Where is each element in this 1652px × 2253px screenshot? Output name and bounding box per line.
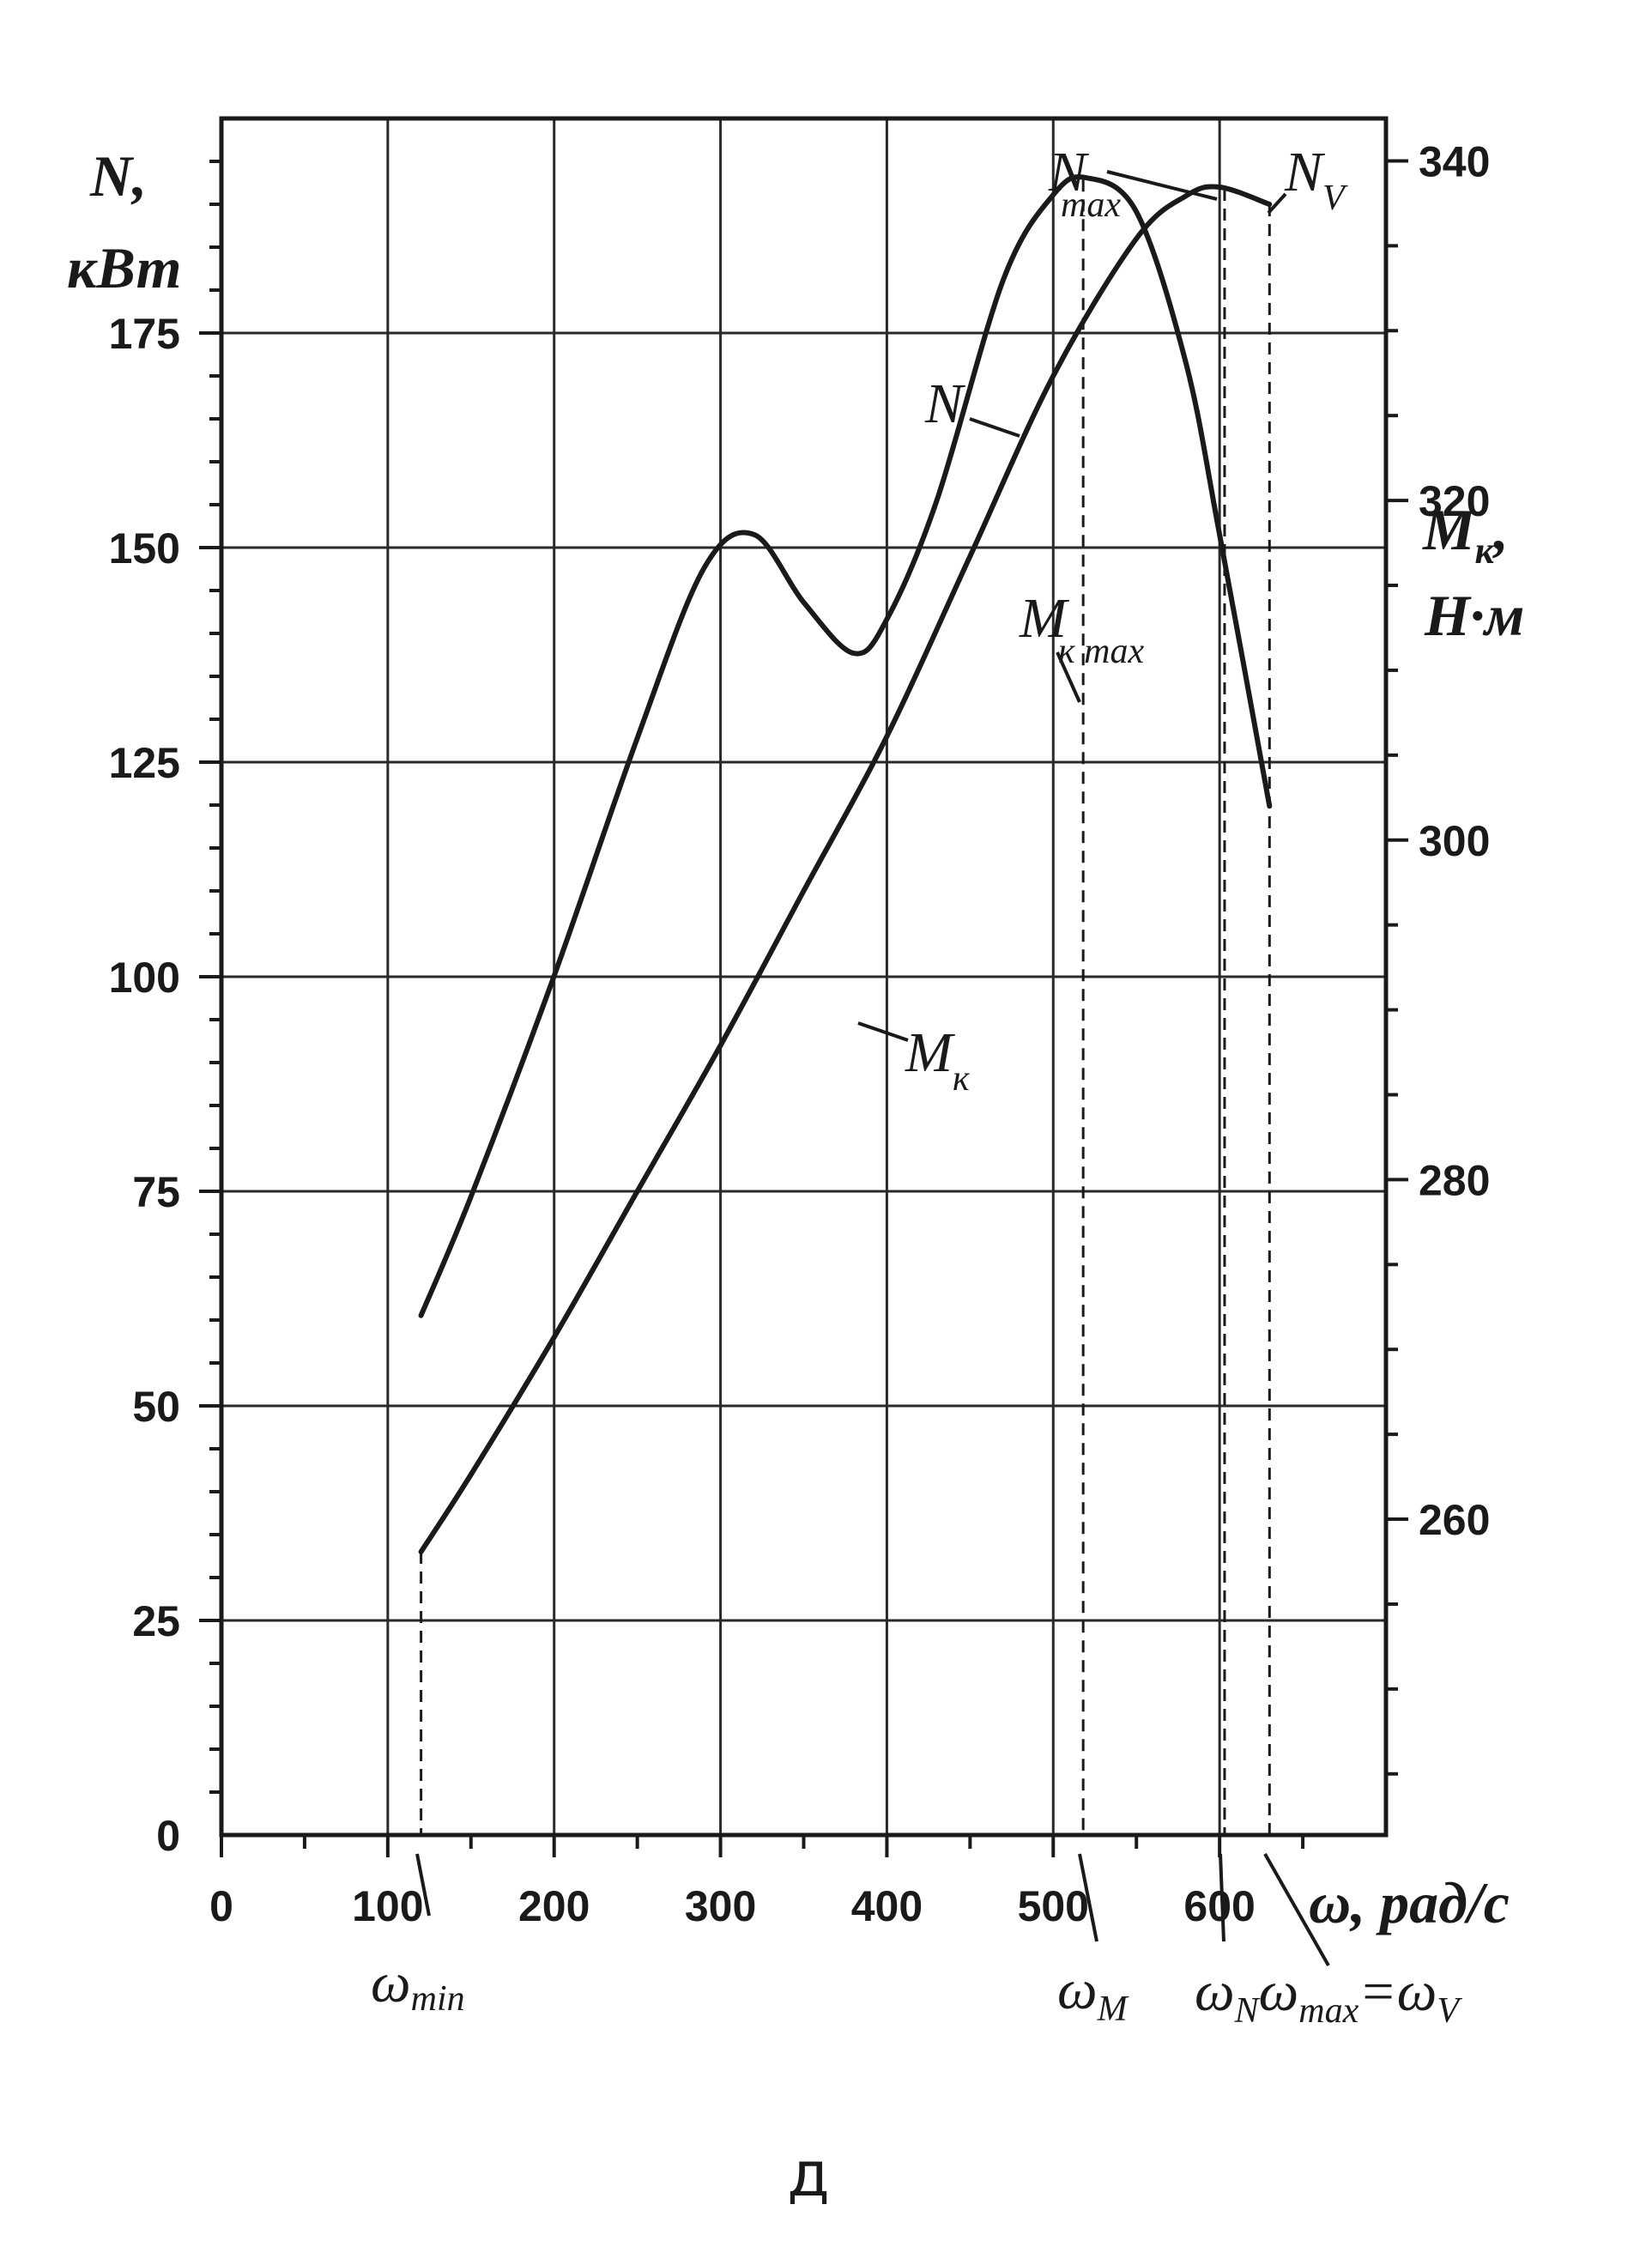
label-n-v-main: N [1284,141,1326,203]
y-left-tick-label-175: 175 [109,310,180,358]
label-omega-v-sub: V [1437,1991,1462,2031]
y-right-tick-label-320: 320 [1419,477,1490,525]
x-tick-label-500: 500 [1018,1882,1089,1930]
leader-m-curve [857,1021,909,1042]
dashed-marker-lines [420,179,1271,1835]
x-tick-label-200: 200 [518,1882,590,1930]
label-omega-m-main: ω [1057,1959,1098,2021]
grid [221,118,1386,1835]
y-left-tick-label-75: 75 [132,1168,180,1216]
y-left-tick-labels: 0 25 50 75 100 125 150 175 [109,310,180,1860]
y-left-tick-label-0: 0 [156,1812,180,1860]
leader-m-max [1056,651,1081,703]
label-omega-min-sub: min [411,1979,465,2019]
label-omega-min-main: ω [371,1952,411,2014]
leader-omega-n [1219,1853,1225,1942]
label-m-max-sub: к max [1058,632,1144,671]
label-m-max-main: M [1019,587,1070,650]
y-left-tick-label-50: 50 [132,1383,180,1431]
leader-omega-min [415,1853,431,1917]
figure-caption: д [787,2138,830,2210]
leader-omega-m [1078,1853,1098,1942]
y-left-title-main: N [89,143,135,209]
series-line-power [418,184,1273,1554]
label-omega-m-sub: M [1097,1990,1129,2029]
y-left-title-suffix: , [130,143,147,209]
label-omega-max-sub: max [1298,1991,1359,2031]
label-omega-n-sub: N [1234,1991,1261,2031]
x-tick-label-600: 600 [1183,1882,1255,1930]
label-n-max-main: N [1048,141,1090,203]
y-left-title: N, [89,143,147,209]
x-tick-labels: 0 100 200 300 400 500 600 [209,1882,1256,1930]
curves [418,174,1273,1554]
series-line-torque [418,174,1273,1318]
leader-n-max [1106,170,1218,201]
label-m-curve-sub: к [953,1059,970,1099]
y-right-title: Mк, [1422,497,1509,572]
minor-ticks [199,159,1408,1857]
y-left-unit: кВт [67,235,182,300]
x-axis-title: ω, рад/с [1309,1870,1510,1935]
y-right-tick-labels: 260 280 300 320 340 [1419,137,1490,1544]
label-n-curve: N [924,372,966,435]
y-right-tick-label-260: 260 [1419,1496,1490,1544]
label-n-max-sub: max [1061,185,1121,225]
label-n-v-sub: V [1322,179,1348,218]
y-right-title-main: M [1422,497,1477,562]
label-omega-max: ω [1259,1960,1299,2023]
label-omega-n-max-v: ωNωmax=ωV [1195,1960,1462,2031]
label-n-v: NV [1284,141,1348,218]
label-omega-min: ωmin [371,1952,465,2019]
label-omega-n: ω [1195,1960,1235,2023]
y-right-title-suffix: , [1492,497,1509,562]
y-left-tick-label-125: 125 [109,739,180,787]
x-tick-label-0: 0 [209,1882,233,1930]
label-omega-m: ωM [1057,1959,1129,2029]
x-tick-label-300: 300 [685,1882,756,1930]
leader-n-curve [969,417,1020,438]
label-omega-v: ω [1397,1960,1437,2023]
plot-frame [219,116,1389,1838]
leader-n-v [1267,192,1287,215]
y-right-tick-label-300: 300 [1419,817,1490,865]
y-right-unit: Н·м [1424,583,1524,648]
y-right-tick-label-280: 280 [1419,1156,1490,1204]
label-m-curve-main: M [905,1021,956,1084]
y-left-tick-label-25: 25 [132,1597,180,1645]
leader-omega-v [1263,1853,1330,1966]
x-tick-label-100: 100 [352,1882,423,1930]
label-m-curve: Mк [905,1021,970,1099]
y-left-tick-label-150: 150 [109,524,180,572]
label-omega-eq: = [1359,1960,1397,2023]
x-tick-label-400: 400 [851,1882,923,1930]
y-right-tick-label-340: 340 [1419,137,1490,185]
y-right-title-sub: к [1474,530,1495,572]
y-left-tick-label-100: 100 [109,954,180,1002]
